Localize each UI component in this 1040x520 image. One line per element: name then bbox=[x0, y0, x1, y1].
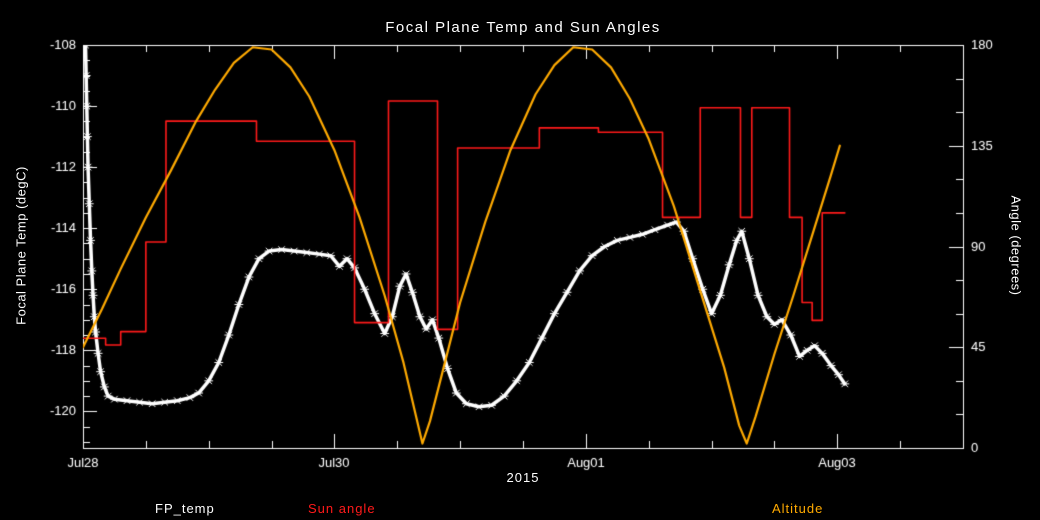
y-axis-left-label: Focal Plane Temp (degC) bbox=[13, 166, 29, 325]
x-axis-label: 2015 bbox=[506, 470, 540, 485]
legend-altitude: Altitude bbox=[772, 501, 824, 516]
y-axis-right-label: Angle (degrees) bbox=[1008, 195, 1024, 296]
chart-title: Focal Plane Temp and Sun Angles bbox=[385, 19, 661, 36]
legend-fp-temp: FP_temp bbox=[155, 501, 215, 516]
legend-sun-angle: Sun angle bbox=[308, 501, 376, 516]
